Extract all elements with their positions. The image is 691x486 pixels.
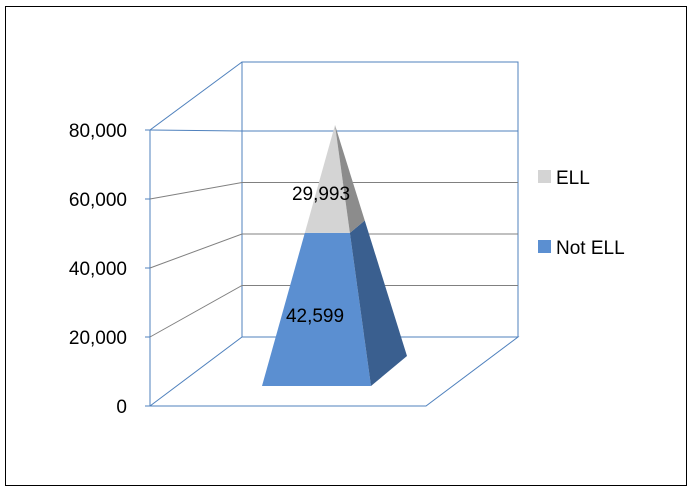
side-wall-top-edge (149, 61, 243, 131)
gridline (149, 285, 518, 338)
pyramid-segment-ell-front (304, 125, 350, 233)
gridlines (145, 129, 518, 407)
data-label: 29,993 (292, 184, 350, 205)
data-label: 42,599 (286, 306, 344, 327)
pyramid-segment-not-ell-front (262, 232, 371, 386)
pyramid (262, 125, 407, 386)
back-wall (241, 61, 519, 337)
y-tick-label: 80,000 (69, 121, 127, 142)
legend-swatch-ell (538, 170, 551, 183)
floor (148, 336, 520, 407)
y-tick-label: 60,000 (69, 190, 127, 211)
y-axis-tick-labels: 0 20,000 40,000 60,000 80,000 (69, 121, 127, 418)
legend-label-ell: ELL (556, 168, 590, 189)
data-labels: 42,599 29,993 (286, 184, 350, 327)
pyramid-segment-ell-side (335, 125, 365, 233)
gridline (149, 233, 518, 269)
y-tick-label: 0 (116, 397, 127, 418)
y-tick-label: 40,000 (69, 259, 127, 280)
gridline (149, 129, 518, 132)
legend-label-not-ell: Not ELL (556, 238, 625, 259)
legend-swatch-not-ell (538, 240, 551, 253)
gridline (149, 182, 518, 200)
y-tick-label: 20,000 (69, 328, 127, 349)
pyramid-segment-not-ell-side (349, 220, 407, 386)
legend: ELL Not ELL (538, 168, 625, 259)
